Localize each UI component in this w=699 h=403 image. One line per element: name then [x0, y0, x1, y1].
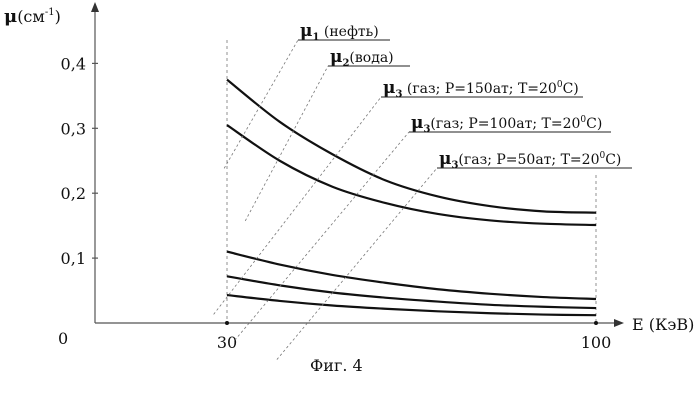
x100-marker	[594, 321, 598, 325]
x-tick-label: 100	[581, 333, 612, 352]
series-line-1	[227, 80, 596, 213]
series-line-5	[227, 295, 596, 315]
y-axis-label-symbol: μ	[4, 6, 17, 27]
x30-marker	[225, 321, 229, 325]
series-label-5: μ3(газ; P=50ат; T=200C)	[439, 149, 621, 171]
leader-line-5	[277, 168, 437, 360]
figure-caption: Фиг. 4	[310, 356, 363, 375]
y-tick-label: 0,1	[61, 249, 86, 268]
series-label-3: μ3 (газ; P=150ат; T=200C)	[383, 78, 579, 100]
y-axis-label: μ(см-1)	[4, 6, 61, 27]
x-tick-label: 30	[217, 333, 237, 352]
x-axis-arrow	[614, 319, 624, 327]
series-line-3	[227, 252, 596, 299]
leader-line-3	[214, 97, 381, 314]
series-line-2	[227, 125, 596, 225]
y-axis-label-close: )	[55, 7, 61, 26]
y-axis-label-exp: -1	[45, 7, 55, 18]
y-tick-label: 0,2	[61, 184, 86, 203]
series-line-4	[227, 276, 596, 308]
origin-label: 0	[58, 329, 68, 348]
y-tick-labels: 0,1 0,2 0,3 0,4	[61, 54, 98, 268]
y-tick-label: 0,4	[61, 54, 86, 73]
x-tick-labels: 30 100	[217, 333, 611, 352]
y-axis-arrow	[91, 2, 99, 12]
y-axis-label-unit: (см	[17, 7, 45, 26]
series-label-2: μ2(вода)	[330, 47, 394, 69]
x-axis-label: E (КэВ)	[632, 315, 694, 334]
series-labels: μ1 (нефть) μ2(вода) μ3 (газ; P=150ат; T=20…	[214, 21, 632, 360]
series-label-4: μ3(газ; P=100ат; T=200C)	[411, 113, 602, 135]
y-tick-label: 0,3	[61, 119, 86, 138]
series-label-1: μ1 (нефть)	[300, 21, 379, 43]
